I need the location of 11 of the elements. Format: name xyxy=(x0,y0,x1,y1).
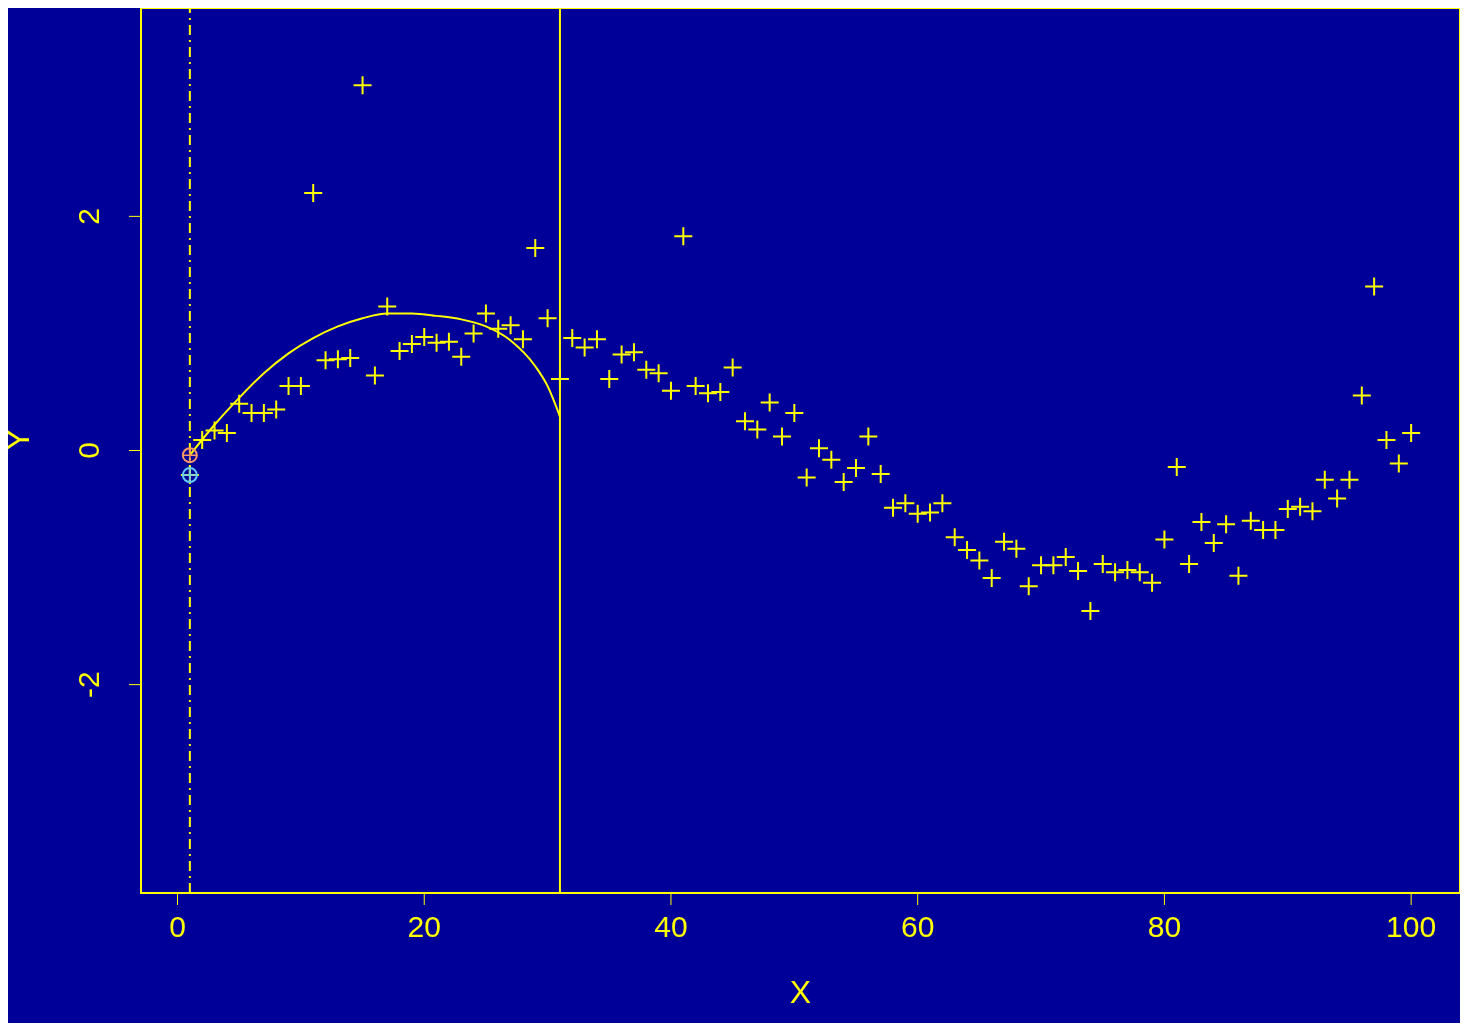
y-tick-label: 2 xyxy=(72,208,105,225)
y-axis-title: Y xyxy=(0,429,37,451)
x-tick-label: 100 xyxy=(1386,910,1437,943)
y-tick-label: -2 xyxy=(72,671,105,698)
x-tick-label: 20 xyxy=(407,910,441,943)
y-tick-label: 0 xyxy=(72,442,105,459)
x-axis-title: X xyxy=(789,974,812,1010)
x-tick-label: 0 xyxy=(169,910,186,943)
x-tick-label: 80 xyxy=(1147,910,1182,943)
x-tick-label: 40 xyxy=(654,910,688,943)
x-tick-label: 60 xyxy=(901,910,935,943)
